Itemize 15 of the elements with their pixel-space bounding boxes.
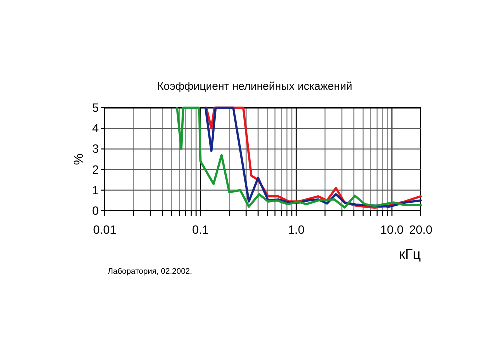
- chart-title: Коэффициент нелинейных искажений: [157, 81, 353, 93]
- x-tick-label: 0.01: [93, 223, 117, 237]
- x-tick-label: 1.0: [288, 223, 306, 237]
- y-axis-title: %: [71, 153, 86, 166]
- y-tick-label: 5: [92, 101, 100, 115]
- y-tick-label: 0: [92, 204, 100, 218]
- y-tick-label: 4: [92, 122, 100, 136]
- y-tick-label: 3: [92, 142, 100, 156]
- x-tick-label: 20.0: [409, 223, 433, 237]
- text: Лаборатория, 02.2002.: [108, 267, 192, 276]
- x-tick-label: 0.1: [192, 223, 210, 237]
- y-tick-label: 1: [92, 183, 100, 198]
- x-axis-title: кГц: [399, 246, 421, 262]
- y-tick-label: 2: [92, 162, 100, 177]
- x-tick-label: 10.0: [380, 223, 404, 237]
